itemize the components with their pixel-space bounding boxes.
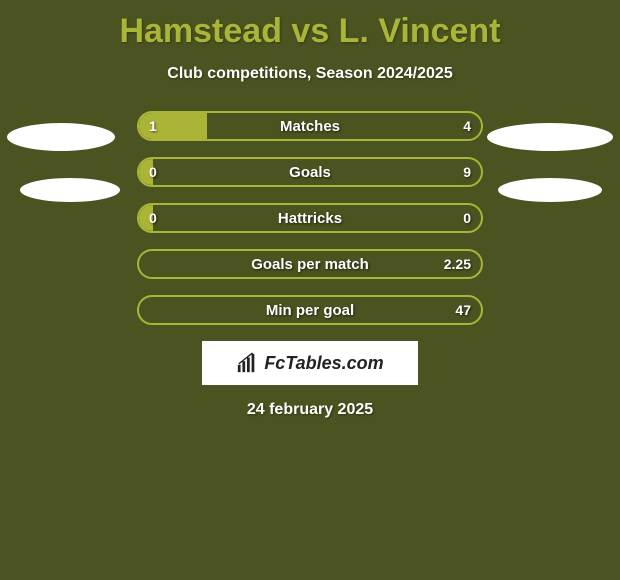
- stat-right-value: 0: [463, 205, 471, 231]
- stat-label: Goals per match: [139, 251, 481, 277]
- date-text: 24 february 2025: [0, 401, 620, 419]
- stat-right-value: 2.25: [444, 251, 471, 277]
- stat-row: 0Hattricks0: [137, 203, 483, 233]
- stat-row: Min per goal47: [137, 295, 483, 325]
- decorative-ellipse: [487, 123, 613, 151]
- logo-text: FcTables.com: [264, 353, 383, 374]
- decorative-ellipse: [7, 123, 115, 151]
- stat-right-value: 9: [463, 159, 471, 185]
- chart-icon: [236, 352, 258, 374]
- decorative-ellipse: [498, 178, 602, 202]
- stat-row: 0Goals9: [137, 157, 483, 187]
- stat-right-value: 4: [463, 113, 471, 139]
- stat-label: Matches: [139, 113, 481, 139]
- stat-label: Goals: [139, 159, 481, 185]
- page-subtitle: Club competitions, Season 2024/2025: [0, 65, 620, 83]
- stat-row: 1Matches4: [137, 111, 483, 141]
- stat-label: Hattricks: [139, 205, 481, 231]
- stat-label: Min per goal: [139, 297, 481, 323]
- stat-right-value: 47: [455, 297, 471, 323]
- page-title: Hamstead vs L. Vincent: [0, 0, 620, 51]
- logo-box: FcTables.com: [202, 341, 418, 385]
- decorative-ellipse: [20, 178, 120, 202]
- stat-row: Goals per match2.25: [137, 249, 483, 279]
